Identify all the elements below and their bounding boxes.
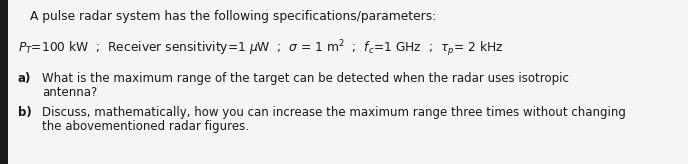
Text: What is the maximum range of the target can be detected when the radar uses isot: What is the maximum range of the target … — [42, 72, 569, 85]
Text: a): a) — [18, 72, 32, 85]
Text: $P_T$=100 kW  ;  Receiver sensitivity=1 $\mu$W  ;  $\sigma$ = 1 m$^2$  ;  $f_c$=: $P_T$=100 kW ; Receiver sensitivity=1 $\… — [18, 38, 503, 59]
Text: Discuss, mathematically, how you can increase the maximum range three times with: Discuss, mathematically, how you can inc… — [42, 106, 626, 119]
Text: antenna?: antenna? — [42, 86, 97, 99]
Text: A pulse radar system has the following specifications/parameters:: A pulse radar system has the following s… — [30, 10, 436, 23]
Text: b): b) — [18, 106, 32, 119]
Bar — [0, 0, 8, 164]
Text: the abovementioned radar figures.: the abovementioned radar figures. — [42, 120, 249, 133]
